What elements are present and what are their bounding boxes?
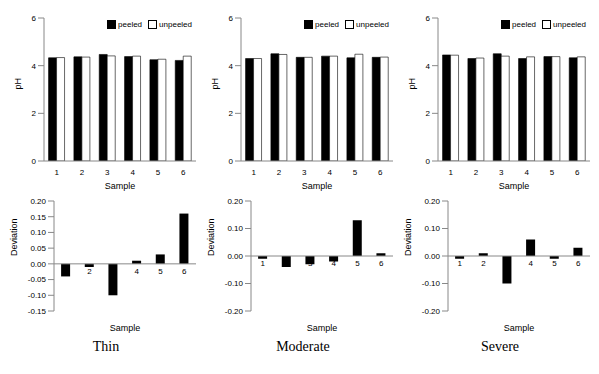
svg-text:5: 5 — [158, 267, 163, 276]
svg-text:1: 1 — [64, 267, 69, 276]
svg-text:4: 4 — [426, 62, 431, 71]
svg-text:0.00: 0.00 — [227, 252, 243, 261]
svg-text:-0.05: -0.05 — [28, 275, 47, 284]
svg-text:5: 5 — [355, 259, 360, 268]
svg-text:1: 1 — [458, 259, 463, 268]
svg-text:0: 0 — [426, 157, 431, 166]
html-text:Thin: Thin — [92, 339, 120, 354]
svg-text:0.00: 0.00 — [30, 260, 46, 269]
svg-text:1: 1 — [54, 168, 59, 177]
svg-text:0.00: 0.00 — [424, 252, 440, 261]
svg-text:2: 2 — [284, 259, 289, 268]
html-text:peeled: peeled — [315, 20, 340, 29]
svg-text:Deviation: Deviation — [403, 218, 413, 256]
svg-text:0.10: 0.10 — [227, 224, 243, 233]
svg-text:Sample: Sample — [307, 323, 338, 333]
svg-text:2: 2 — [474, 168, 479, 177]
svg-text:-0.10: -0.10 — [422, 279, 441, 288]
html-text:peeled: peeled — [118, 20, 143, 29]
html-text:peeled: peeled — [512, 20, 537, 29]
svg-text:3: 3 — [505, 259, 510, 268]
svg-text:Deviation: Deviation — [206, 218, 216, 256]
svg-text:Sample: Sample — [499, 181, 530, 191]
svg-text:3: 3 — [302, 168, 307, 177]
svg-text:4: 4 — [229, 62, 234, 71]
svg-text:6: 6 — [379, 259, 384, 268]
svg-text:4: 4 — [327, 168, 332, 177]
svg-text:4: 4 — [524, 168, 529, 177]
svg-text:3: 3 — [308, 259, 313, 268]
svg-text:6: 6 — [182, 267, 187, 276]
svg-text:4: 4 — [32, 62, 37, 71]
svg-text:3: 3 — [499, 168, 504, 177]
svg-text:0.05: 0.05 — [30, 244, 46, 253]
svg-text:0.15: 0.15 — [30, 213, 46, 222]
svg-text:pH: pH — [13, 78, 23, 90]
svg-text:2: 2 — [426, 109, 431, 118]
svg-text:1: 1 — [448, 168, 453, 177]
svg-text:-0.15: -0.15 — [28, 307, 47, 316]
svg-text:4: 4 — [529, 259, 534, 268]
svg-text:Sample: Sample — [110, 323, 141, 333]
html-text:Moderate: Moderate — [276, 339, 330, 354]
svg-text:1: 1 — [251, 168, 256, 177]
svg-text:0: 0 — [229, 157, 234, 166]
svg-text:-0.20: -0.20 — [422, 307, 441, 316]
svg-text:0.20: 0.20 — [424, 197, 440, 206]
html-text:unpeeled: unpeeled — [356, 20, 389, 29]
svg-text:0.20: 0.20 — [227, 197, 243, 206]
svg-text:6: 6 — [181, 168, 186, 177]
svg-text:-0.20: -0.20 — [225, 307, 244, 316]
svg-text:-0.10: -0.10 — [225, 279, 244, 288]
svg-text:6: 6 — [229, 14, 234, 23]
svg-text:4: 4 — [332, 259, 337, 268]
html-text:unpeeled: unpeeled — [159, 20, 192, 29]
svg-text:0.10: 0.10 — [30, 228, 46, 237]
svg-text:4: 4 — [135, 267, 140, 276]
svg-text:pH: pH — [210, 78, 220, 90]
svg-text:2: 2 — [80, 168, 85, 177]
svg-text:2: 2 — [229, 109, 234, 118]
svg-text:0: 0 — [32, 157, 37, 166]
svg-text:Sample: Sample — [105, 181, 136, 191]
svg-text:3: 3 — [111, 267, 116, 276]
svg-text:Deviation: Deviation — [9, 218, 19, 256]
svg-text:6: 6 — [426, 14, 431, 23]
svg-text:Sample: Sample — [302, 181, 333, 191]
svg-text:-0.10: -0.10 — [28, 291, 47, 300]
svg-text:5: 5 — [550, 168, 555, 177]
svg-text:pH: pH — [407, 78, 417, 90]
html-text:unpeeled: unpeeled — [553, 20, 586, 29]
svg-text:5: 5 — [552, 259, 557, 268]
svg-text:0.20: 0.20 — [30, 197, 46, 206]
svg-text:2: 2 — [87, 267, 92, 276]
svg-text:Sample: Sample — [504, 323, 535, 333]
svg-text:0.10: 0.10 — [424, 224, 440, 233]
svg-text:5: 5 — [353, 168, 358, 177]
svg-text:6: 6 — [575, 168, 580, 177]
svg-text:1: 1 — [261, 259, 266, 268]
svg-text:2: 2 — [481, 259, 486, 268]
svg-text:2: 2 — [277, 168, 282, 177]
html-text:Severe: Severe — [481, 339, 519, 354]
svg-text:6: 6 — [32, 14, 37, 23]
svg-text:2: 2 — [32, 109, 37, 118]
svg-text:3: 3 — [105, 168, 110, 177]
svg-text:4: 4 — [130, 168, 135, 177]
svg-text:6: 6 — [378, 168, 383, 177]
svg-text:6: 6 — [576, 259, 581, 268]
svg-text:5: 5 — [156, 168, 161, 177]
